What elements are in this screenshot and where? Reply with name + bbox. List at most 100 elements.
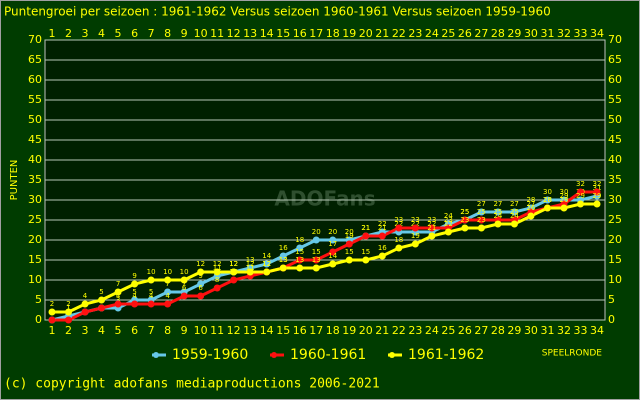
series-line bbox=[52, 202, 597, 314]
data-point bbox=[147, 276, 155, 284]
value-label: 22 bbox=[394, 220, 403, 228]
x-tick-label-top: 2 bbox=[65, 27, 72, 40]
x-tick-label: 7 bbox=[148, 324, 155, 337]
value-label: 27 bbox=[510, 200, 519, 208]
legend-swatch bbox=[153, 352, 159, 358]
data-point bbox=[477, 208, 485, 216]
value-label: 12 bbox=[262, 260, 271, 268]
x-tick-label: 10 bbox=[194, 324, 208, 337]
x-tick-label: 12 bbox=[227, 324, 241, 337]
x-tick-label-top: 26 bbox=[458, 27, 472, 40]
value-label: 24 bbox=[493, 212, 502, 220]
legend-swatch bbox=[271, 352, 277, 358]
y-tick-label: 40 bbox=[28, 153, 42, 166]
y-tick-label-right: 35 bbox=[608, 173, 622, 186]
data-point bbox=[279, 264, 287, 272]
data-point bbox=[494, 208, 502, 216]
data-point bbox=[263, 268, 271, 276]
x-tick-label: 34 bbox=[590, 324, 604, 337]
value-label: 20 bbox=[328, 228, 337, 236]
data-point bbox=[98, 304, 106, 312]
legend-swatch bbox=[389, 352, 395, 358]
x-tick-label: 14 bbox=[260, 324, 274, 337]
value-label: 5 bbox=[132, 288, 136, 296]
data-point bbox=[411, 240, 419, 248]
legend-label: 1960-1961 bbox=[290, 347, 366, 363]
value-label: 25 bbox=[510, 208, 519, 216]
value-label: 15 bbox=[312, 248, 321, 256]
value-label: 12 bbox=[246, 260, 255, 268]
value-label: 19 bbox=[345, 232, 354, 240]
x-tick-label: 23 bbox=[408, 324, 422, 337]
y-tick-label: 60 bbox=[28, 73, 42, 86]
x-tick-label: 16 bbox=[293, 324, 307, 337]
data-point bbox=[312, 236, 320, 244]
x-tick-label: 22 bbox=[392, 324, 406, 337]
data-point bbox=[263, 260, 271, 268]
value-label: 25 bbox=[460, 208, 469, 216]
value-label: 10 bbox=[147, 268, 156, 276]
x-tick-label-top: 33 bbox=[573, 27, 587, 40]
value-label: 18 bbox=[295, 236, 304, 244]
y-axis-label: PUNTEN bbox=[9, 160, 20, 201]
value-label: 20 bbox=[312, 228, 321, 236]
x-tick-label-top: 17 bbox=[309, 27, 323, 40]
y-tick-label: 65 bbox=[28, 53, 42, 66]
x-tick-label-top: 11 bbox=[210, 27, 224, 40]
data-point bbox=[362, 256, 370, 264]
data-point bbox=[296, 244, 304, 252]
x-tick-label-top: 21 bbox=[375, 27, 389, 40]
value-label: 22 bbox=[427, 220, 436, 228]
value-label: 6 bbox=[198, 284, 203, 292]
data-point bbox=[576, 188, 584, 196]
x-tick-label-top: 18 bbox=[326, 27, 340, 40]
x-tick-label-top: 19 bbox=[342, 27, 356, 40]
x-tick-label: 17 bbox=[309, 324, 323, 337]
data-point bbox=[329, 260, 337, 268]
series-line bbox=[52, 190, 597, 322]
data-point bbox=[543, 196, 551, 204]
value-label: 29 bbox=[593, 192, 602, 200]
value-label: 29 bbox=[576, 192, 585, 200]
value-label: 28 bbox=[526, 196, 535, 204]
data-point bbox=[197, 268, 205, 276]
value-label: 4 bbox=[116, 292, 121, 300]
value-label: 18 bbox=[394, 236, 403, 244]
value-label: 16 bbox=[279, 244, 288, 252]
value-label: 9 bbox=[132, 272, 136, 280]
value-label: 13 bbox=[312, 256, 321, 264]
data-point bbox=[593, 200, 601, 208]
data-point bbox=[279, 252, 287, 260]
data-point bbox=[312, 256, 320, 264]
y-tick-label: 35 bbox=[28, 173, 42, 186]
data-point bbox=[98, 296, 106, 304]
x-tick-label-top: 1 bbox=[49, 27, 56, 40]
value-label: 25 bbox=[477, 208, 486, 216]
value-label: 4 bbox=[83, 292, 88, 300]
x-tick-label: 33 bbox=[573, 324, 587, 337]
value-label: 1 bbox=[66, 304, 70, 312]
value-label: 22 bbox=[444, 220, 453, 228]
y-tick-label-right: 40 bbox=[608, 153, 622, 166]
data-point bbox=[114, 300, 122, 308]
y-tick-label-right: 45 bbox=[608, 133, 622, 146]
value-label: 23 bbox=[460, 216, 469, 224]
y-tick-label: 25 bbox=[28, 213, 42, 226]
x-tick-label-top: 12 bbox=[227, 27, 241, 40]
chart-title: Puntengroei per seizoen : 1961-1962 Vers… bbox=[4, 5, 551, 19]
value-label: 2 bbox=[50, 300, 54, 308]
data-point bbox=[147, 300, 155, 308]
value-label: 21 bbox=[361, 224, 370, 232]
y-tick-label: 0 bbox=[35, 313, 42, 326]
value-label: 27 bbox=[526, 200, 535, 208]
data-point bbox=[197, 292, 205, 300]
data-point bbox=[48, 308, 56, 316]
x-tick-label: 28 bbox=[491, 324, 505, 337]
value-label: 14 bbox=[262, 252, 271, 260]
x-tick-label: 20 bbox=[359, 324, 373, 337]
y-tick-label-right: 30 bbox=[608, 193, 622, 206]
value-label: 28 bbox=[543, 196, 552, 204]
y-tick-label-right: 70 bbox=[608, 33, 622, 46]
value-label: 27 bbox=[477, 200, 486, 208]
x-tick-label-top: 28 bbox=[491, 27, 505, 40]
